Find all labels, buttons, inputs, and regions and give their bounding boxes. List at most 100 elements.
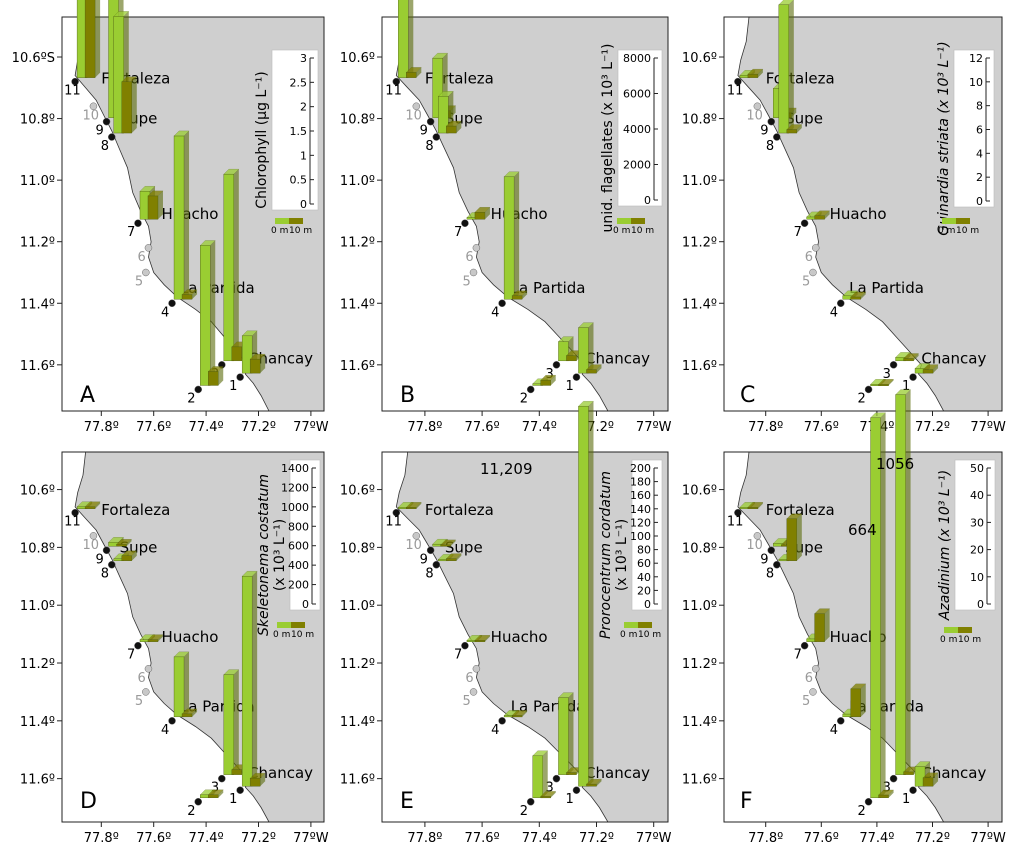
station-label: 2 (520, 391, 528, 406)
station-dot (89, 102, 98, 111)
station-dot (498, 717, 506, 725)
scale-tick-label: 8000 (623, 52, 651, 65)
bar-10m-side (192, 289, 198, 300)
bar-10m-front (903, 771, 914, 775)
station-label: 6 (137, 671, 145, 686)
lon-tick-label: 77.6º (136, 420, 171, 435)
lat-tick-label: 11.0º (340, 174, 375, 189)
scale-box (953, 49, 995, 208)
station-dot (753, 532, 762, 540)
station-dot (552, 361, 561, 369)
station-label: 7 (794, 648, 802, 663)
scale-tick-label: 0 (644, 598, 651, 611)
station-dot (461, 641, 469, 650)
station-label: 3 (545, 781, 553, 796)
bar-10m-side (218, 789, 224, 798)
bar-10m-front (440, 544, 451, 547)
station-dot (102, 117, 111, 126)
bar-10m-side (95, 0, 101, 78)
scale-tick-label: 100 (630, 530, 651, 543)
station-label: 2 (858, 391, 866, 406)
station-dot (218, 774, 226, 783)
scale-tick-label: 2 (976, 171, 983, 184)
station-dot (144, 665, 153, 673)
lat-tick-label: 11.0º (20, 174, 55, 189)
bar-10m-front (181, 713, 193, 718)
scale-axis-label: Chlorophyll (µg L⁻¹) (254, 71, 270, 208)
station-dot (108, 133, 116, 141)
station-label: 11 (385, 84, 402, 99)
bar-10m-side (860, 291, 866, 300)
bar-10m-front (147, 639, 159, 642)
station-label: 4 (491, 723, 499, 738)
scale-tick-label: 20 (970, 544, 984, 557)
station-label: 3 (211, 781, 219, 796)
bar-10m-side (522, 710, 528, 717)
scale-axis-label: Guinardia striata (x 10³ L⁻¹) (936, 41, 952, 236)
station-dot (461, 219, 469, 227)
lat-tick-label: 11.2º (682, 236, 717, 251)
town-label: La Partida (849, 279, 924, 297)
station-label: 1 (229, 379, 237, 394)
legend-label-0m: 0 m (613, 226, 630, 236)
map-frame (61, 16, 325, 412)
bar-10m-front (474, 640, 486, 642)
bar-0m-side (880, 412, 886, 798)
bar-10m-side (450, 539, 456, 547)
scale-tick-label: 8 (976, 100, 983, 113)
scale-axis-label: Azadinium (x 10³ L⁻¹) (937, 470, 953, 621)
town-label: Supe (445, 538, 483, 556)
lat-tick-label: 10.8º (340, 113, 375, 128)
station-label: 6 (465, 250, 473, 265)
bar-0m-side (408, 0, 414, 78)
map-frame (381, 451, 669, 823)
station-dot (526, 385, 535, 394)
bar-0m-side (184, 651, 190, 717)
lat-tick-label: 11.4º (20, 715, 55, 730)
station-dot (773, 560, 781, 569)
bar-10m-front (566, 355, 577, 362)
bar-10m-side (596, 364, 602, 374)
bar-10m-side (550, 375, 556, 386)
station-label: 8 (766, 139, 774, 154)
station-label: 7 (127, 648, 135, 663)
station-dot (108, 560, 116, 569)
station-label: 4 (491, 305, 499, 320)
scale-tick-label: 30 (970, 516, 984, 529)
station-dot (809, 688, 817, 696)
panel-F: 77.8º 77.6º 77.4º 77.2º 77ºW 10.6º 10.8º 11.0º 1… (682, 389, 1006, 846)
legend-label-10m: 10 m (638, 630, 661, 640)
bar-0m-side (210, 240, 216, 386)
station-label: 1 (902, 792, 910, 807)
lat-tick-label: 11.6º (682, 773, 717, 788)
station-label: 2 (520, 804, 528, 819)
bars (76, 501, 266, 798)
bars (398, 0, 602, 386)
station-dot (236, 786, 244, 794)
station-label: 9 (420, 124, 428, 139)
station-dot (71, 77, 79, 86)
station-label: 5 (802, 274, 810, 289)
scale-tick-label: 1400 (281, 462, 309, 475)
station-label: 8 (766, 567, 774, 582)
scale-tick-label: 0.5 (290, 174, 308, 187)
station-label: 9 (96, 552, 104, 567)
station-label: 11 (385, 515, 402, 530)
station-label: 3 (883, 367, 891, 382)
bar-10m-side (126, 539, 132, 547)
scale-tick-label: 0 (302, 598, 309, 611)
bar-10m-front (878, 384, 889, 386)
station-label: 4 (161, 723, 169, 738)
scale-axis-label-unit: (x 10³ L⁻¹) (272, 519, 288, 591)
bar-10m-side (260, 773, 266, 787)
bar-10m-front (249, 358, 261, 374)
scale-axis-label: Skeletonema costatum (256, 474, 272, 636)
bar-10m-side (796, 513, 802, 561)
bar-0m-front (241, 576, 253, 787)
bar-10m-side (131, 76, 137, 134)
map-frame (61, 451, 325, 823)
lat-tick-label: 11.6º (682, 359, 717, 374)
station-dot (767, 117, 776, 126)
station-dot (837, 717, 845, 725)
